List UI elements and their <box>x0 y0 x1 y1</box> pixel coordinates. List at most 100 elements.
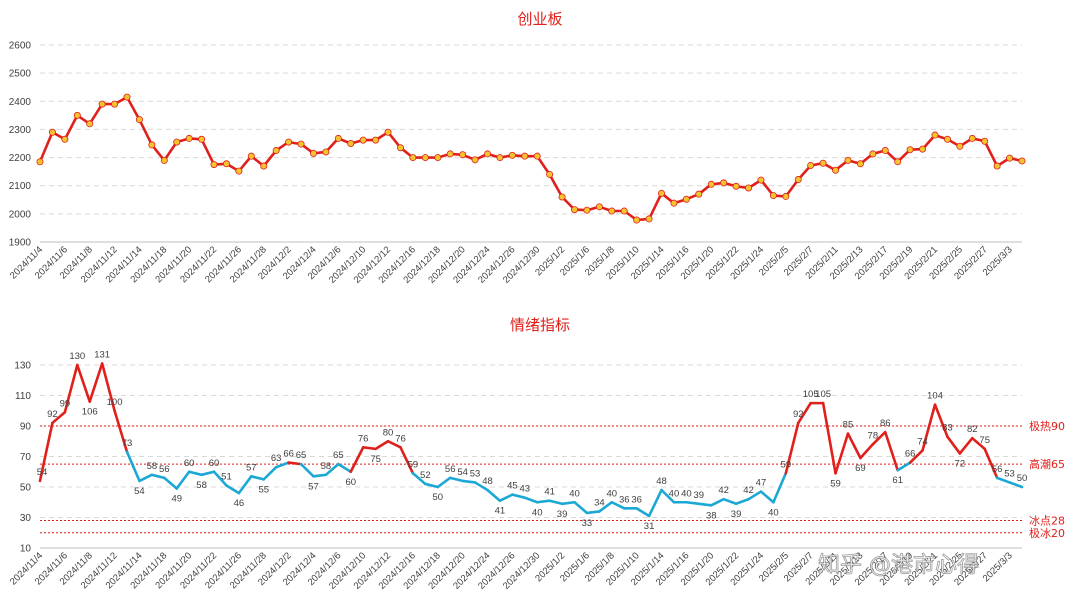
series-segment <box>448 476 464 483</box>
data-point <box>48 128 56 136</box>
series-segment <box>250 475 266 481</box>
y-tick-label: 2200 <box>9 153 32 164</box>
data-label: 53 <box>470 468 481 479</box>
data-point <box>446 150 454 158</box>
data-point <box>906 146 914 154</box>
data-point <box>844 156 852 164</box>
data-label: 41 <box>544 487 555 498</box>
data-label: 130 <box>69 351 85 362</box>
data-label: 42 <box>743 485 754 496</box>
data-point <box>111 100 119 108</box>
series-segment <box>970 436 987 451</box>
data-label: 66 <box>905 449 916 460</box>
series-segment <box>859 442 875 460</box>
data-point <box>682 195 690 203</box>
data-label: 86 <box>880 418 891 429</box>
series-segment <box>262 465 278 481</box>
data-label: 58 <box>196 480 207 491</box>
data-point <box>36 158 44 166</box>
data-point <box>160 156 168 164</box>
data-label: 65 <box>333 450 344 461</box>
data-point <box>210 161 218 169</box>
y-tick-label: 10 <box>20 544 32 555</box>
chart-sentiment: 情绪指标10305070901101302024/11/42024/11/620… <box>8 316 1065 592</box>
data-label: 39 <box>731 509 742 520</box>
data-point <box>272 147 280 155</box>
y-tick-label: 2000 <box>9 209 32 220</box>
series-segment <box>548 499 564 506</box>
data-label: 78 <box>868 430 879 441</box>
data-point <box>396 144 404 152</box>
series-segment <box>871 430 887 446</box>
data-label: 56 <box>159 464 170 475</box>
data-label: 45 <box>507 481 518 492</box>
series-segment <box>573 500 589 515</box>
data-point <box>981 137 989 145</box>
data-label: 36 <box>631 494 642 505</box>
data-label: 57 <box>308 481 319 492</box>
data-label: 58 <box>321 461 332 472</box>
data-point <box>334 134 342 142</box>
data-point <box>794 176 802 184</box>
data-point <box>993 162 1001 170</box>
data-point <box>434 154 442 162</box>
data-point <box>297 140 305 148</box>
data-label: 59 <box>408 459 419 470</box>
series-segment <box>908 449 924 464</box>
data-label: 65 <box>296 450 307 461</box>
series-segment <box>933 403 949 438</box>
series-segment <box>896 461 912 472</box>
data-point <box>620 207 628 215</box>
data-point <box>148 141 156 149</box>
data-label: 57 <box>246 462 257 473</box>
series-segment <box>399 446 415 475</box>
y-tick-label: 2500 <box>9 69 32 80</box>
series-segment <box>212 470 228 487</box>
data-point <box>86 120 94 128</box>
data-label: 54 <box>37 467 48 478</box>
series-segment <box>697 502 713 507</box>
series-segment <box>486 488 502 503</box>
data-point <box>409 154 417 162</box>
data-label: 100 <box>107 397 123 408</box>
series-segment <box>386 439 402 449</box>
data-point <box>198 135 206 143</box>
data-label: 76 <box>358 433 369 444</box>
data-point <box>173 138 181 146</box>
data-label: 33 <box>582 518 593 529</box>
series-segment <box>784 421 800 475</box>
data-label: 36 <box>619 494 630 505</box>
data-point <box>782 192 790 200</box>
series-segment <box>834 432 850 475</box>
data-label: 92 <box>47 409 58 420</box>
y-tick-label: 50 <box>20 483 32 494</box>
series-segment <box>138 473 154 483</box>
data-point <box>533 152 541 160</box>
y-tick-label: 70 <box>20 452 32 463</box>
data-point <box>757 176 765 184</box>
series-segment <box>647 488 663 518</box>
data-point <box>123 93 131 101</box>
series-segment <box>436 476 452 489</box>
data-point <box>707 180 715 188</box>
series-segment <box>995 476 1011 484</box>
data-label: 52 <box>420 470 431 481</box>
series-segment <box>175 470 191 490</box>
data-label: 50 <box>432 492 443 503</box>
data-point <box>1018 157 1026 165</box>
series-segment <box>523 496 539 504</box>
series-segment <box>113 409 129 454</box>
series-segment <box>1008 481 1024 489</box>
series-segment <box>88 362 104 403</box>
series-segment <box>461 479 477 484</box>
data-label: 105 <box>815 389 831 400</box>
data-point <box>670 199 678 207</box>
series-segment <box>473 481 489 492</box>
data-label: 40 <box>669 488 680 499</box>
data-point <box>558 193 566 201</box>
data-label: 76 <box>395 433 406 444</box>
data-label: 54 <box>457 467 468 478</box>
data-point <box>384 128 392 136</box>
data-label: 49 <box>171 494 182 505</box>
